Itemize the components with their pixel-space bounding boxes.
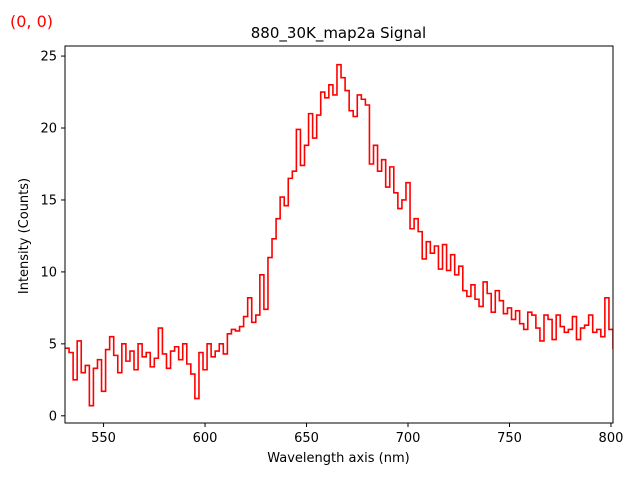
origin-marker-label: (0, 0) (10, 12, 54, 31)
y-tick-label: 20 (40, 122, 57, 137)
x-tick-label: 550 (91, 431, 116, 446)
series-line (65, 63, 613, 407)
y-tick-label: 5 (49, 337, 57, 352)
y-axis: 0 5 10 15 20 25 (40, 50, 65, 424)
y-axis-label: Intensity (Counts) (17, 178, 32, 294)
y-tick-label: 10 (40, 265, 57, 280)
x-tick-label: 700 (396, 431, 421, 446)
series-layer (65, 63, 613, 407)
y-tick-label: 15 (40, 193, 57, 208)
plot-frame (64, 45, 614, 424)
y-tick-label: 0 (49, 409, 57, 424)
y-tick-label: 25 (40, 50, 57, 65)
chart-title: 880_30K_map2a Signal (251, 24, 426, 43)
x-tick-label: 650 (294, 431, 319, 446)
x-tick-label: 750 (497, 431, 522, 446)
x-axis: 550 600 650 700 750 800 (91, 423, 623, 446)
x-tick-label: 600 (193, 431, 218, 446)
plot-area (64, 45, 614, 424)
x-tick-label: 800 (599, 431, 624, 446)
x-axis-label: Wavelength axis (nm) (267, 451, 409, 466)
